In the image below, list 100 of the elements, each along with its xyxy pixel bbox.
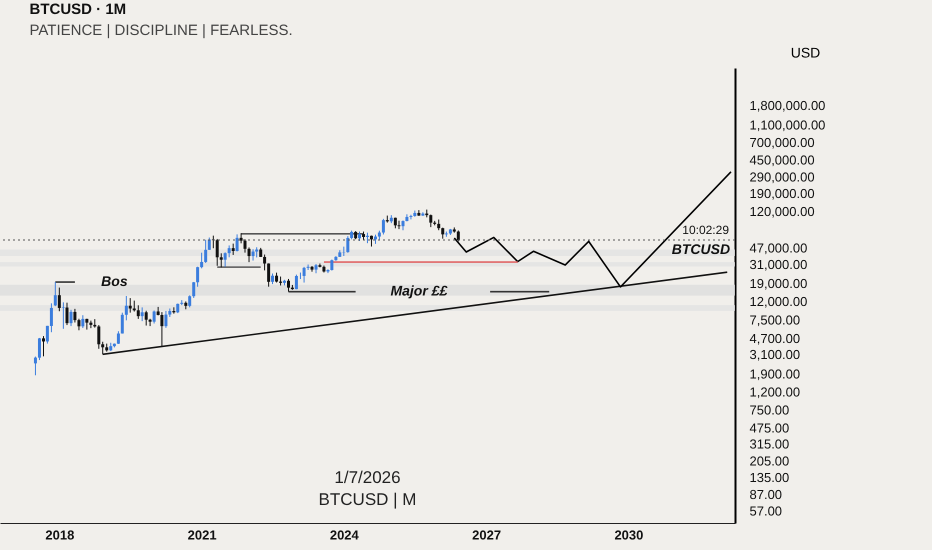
candlestick — [192, 281, 196, 298]
y-tick-label: 120,000.00 — [750, 204, 815, 220]
y-tick-label: 87.00 — [750, 487, 782, 502]
candlestick — [77, 318, 80, 331]
candlestick — [124, 295, 128, 321]
candlestick — [200, 252, 204, 269]
y-axis-title: USD — [790, 44, 820, 60]
y-tick-label: 475.00 — [750, 420, 790, 436]
y-tick-label: 1,100,000.00 — [750, 117, 826, 132]
candlestick — [286, 278, 290, 292]
candlestick — [42, 336, 45, 357]
candlestick — [216, 238, 219, 266]
x-tick-label: 2030 — [614, 528, 644, 542]
candlestick — [70, 309, 73, 327]
annotation: Major ££ — [390, 282, 448, 299]
candlestick — [176, 303, 180, 314]
candlestick — [54, 282, 57, 307]
y-tick-label: 47,000.00 — [750, 240, 808, 256]
chart-subtitle: PATIENCE | DISCIPLINE | FEARLESS. — [30, 22, 293, 39]
candlestick — [429, 214, 432, 228]
y-tick-label: 31,000.00 — [750, 257, 808, 272]
candlestick — [402, 220, 405, 231]
y-tick-label: 315.00 — [750, 436, 790, 452]
candlestick — [62, 302, 65, 330]
y-tick-label: 1,800,000.00 — [750, 98, 826, 114]
y-tick-label: 135.00 — [750, 470, 790, 485]
y-tick-label: 19,000.00 — [750, 276, 808, 292]
candlestick — [140, 306, 144, 322]
annotation: BTCUSD | M — [318, 490, 416, 509]
candlestick — [244, 238, 246, 254]
y-tick-label: 3,100.00 — [750, 347, 800, 362]
candlestick — [259, 247, 262, 258]
line-series — [453, 171, 732, 288]
candlestick — [208, 237, 211, 250]
candlestick — [441, 227, 444, 240]
candlestick — [236, 234, 239, 252]
y-tick-label: 205.00 — [750, 453, 790, 468]
y-tick-label: 1,900.00 — [750, 366, 800, 382]
y-tick-label: 4,700.00 — [750, 330, 800, 346]
candlestick — [50, 302, 53, 333]
candlestick — [252, 248, 255, 262]
candlestick — [228, 244, 231, 258]
x-tick-label: 2027 — [472, 528, 502, 542]
candlestick — [342, 246, 346, 256]
candlestick — [267, 262, 270, 288]
candlestick — [152, 310, 156, 324]
candlestick — [128, 298, 132, 314]
candlestick — [34, 356, 37, 376]
x-tick-label: 2018 — [45, 528, 74, 542]
annotation: 10:02:29 — [682, 223, 730, 238]
x-tick-label: 2024 — [330, 528, 360, 542]
candlestick — [382, 218, 385, 235]
candlestick — [358, 231, 362, 242]
candlestick — [120, 312, 124, 334]
candlestick — [188, 294, 192, 308]
y-tick-label: 57.00 — [750, 504, 782, 519]
candlestick — [81, 314, 84, 329]
y-tick-label: 12,000.00 — [750, 294, 808, 310]
candlestick — [302, 266, 306, 284]
candlestick — [294, 274, 298, 290]
y-tick-label: 750.00 — [750, 402, 790, 418]
annotation: 1/7/2026 — [334, 468, 401, 487]
candlestick — [374, 234, 377, 244]
y-tick-label: 700,000.00 — [750, 135, 815, 150]
candlestick — [132, 300, 136, 312]
candlestick — [116, 330, 120, 344]
annotation: BTCUSD — [672, 241, 730, 258]
candlestick — [275, 272, 278, 283]
candlestick — [314, 264, 318, 274]
candlestick — [330, 259, 334, 272]
candlestick — [38, 337, 41, 361]
candlestick — [263, 254, 266, 271]
candlestick — [196, 266, 200, 288]
candlestick — [73, 308, 76, 323]
x-tick-label: 2021 — [188, 528, 217, 542]
candlestick — [58, 287, 61, 312]
candlestick — [65, 302, 68, 326]
candlestick — [85, 318, 88, 330]
candlestick — [456, 230, 460, 242]
candlestick — [437, 219, 440, 231]
chart-title: BTCUSD · 1M — [30, 1, 126, 18]
candlestick — [271, 273, 274, 285]
y-tick-label: 450,000.00 — [750, 152, 815, 168]
candlestick — [136, 304, 140, 320]
candlestick — [255, 246, 258, 258]
y-tick-label: 190,000.00 — [750, 186, 815, 202]
candlestick — [46, 325, 49, 344]
candlestick — [248, 246, 251, 263]
y-tick-label: 7,500.00 — [750, 312, 800, 328]
y-tick-label: 1,200.00 — [750, 384, 800, 400]
candlestick — [164, 310, 168, 328]
candlestick — [160, 312, 164, 347]
y-tick-label: 290,000.00 — [750, 170, 815, 185]
candlestick — [144, 310, 148, 326]
candlestick — [394, 217, 397, 229]
candlestick — [370, 234, 373, 248]
annotation: Bos — [101, 273, 128, 290]
candlestick — [224, 252, 227, 268]
candlestick — [232, 243, 235, 256]
candlestick — [204, 239, 208, 264]
